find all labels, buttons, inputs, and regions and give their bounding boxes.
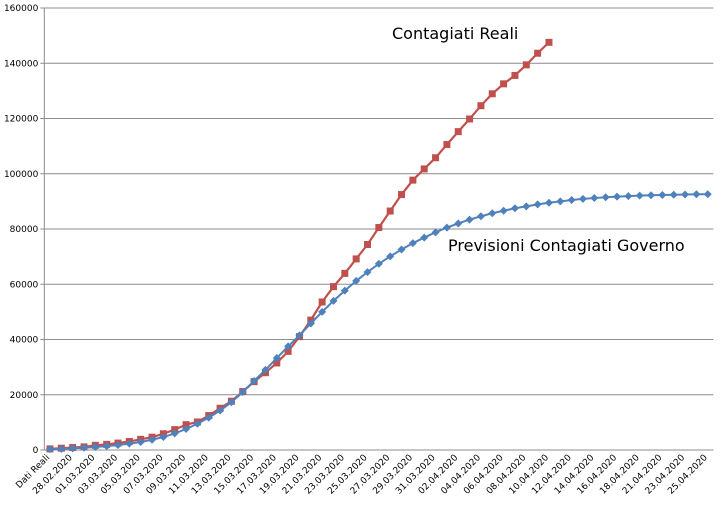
marker bbox=[488, 209, 497, 218]
marker bbox=[375, 224, 383, 232]
marker bbox=[522, 202, 531, 211]
marker bbox=[669, 190, 678, 199]
marker bbox=[329, 296, 338, 305]
marker bbox=[477, 102, 485, 110]
marker bbox=[431, 228, 440, 237]
marker bbox=[386, 207, 394, 215]
marker bbox=[442, 223, 451, 232]
marker bbox=[193, 419, 202, 428]
marker bbox=[510, 204, 519, 213]
marker bbox=[340, 286, 349, 295]
marker bbox=[420, 233, 429, 242]
y-tick-label: 120000 bbox=[4, 115, 39, 125]
marker bbox=[409, 176, 417, 184]
marker bbox=[250, 376, 259, 385]
marker bbox=[148, 435, 157, 444]
marker bbox=[511, 71, 519, 79]
series-label: Previsioni Contagiati Governo bbox=[448, 236, 685, 255]
marker bbox=[352, 255, 360, 263]
marker bbox=[45, 445, 54, 454]
marker bbox=[499, 206, 508, 215]
marker bbox=[79, 443, 88, 452]
marker bbox=[341, 269, 349, 277]
marker bbox=[466, 115, 474, 123]
marker bbox=[272, 354, 281, 363]
marker bbox=[465, 215, 474, 224]
marker bbox=[443, 141, 451, 149]
marker bbox=[681, 190, 690, 199]
marker bbox=[182, 425, 191, 434]
marker bbox=[295, 331, 304, 340]
marker bbox=[306, 319, 315, 328]
marker bbox=[454, 219, 463, 228]
y-tick-label: 160000 bbox=[4, 4, 39, 14]
marker bbox=[601, 193, 610, 202]
marker bbox=[545, 38, 553, 46]
marker bbox=[57, 444, 66, 453]
marker bbox=[590, 194, 599, 203]
marker bbox=[692, 190, 701, 199]
marker bbox=[567, 195, 576, 204]
marker bbox=[703, 190, 712, 199]
y-tick-label: 20000 bbox=[10, 391, 39, 401]
marker bbox=[318, 307, 327, 316]
y-tick-label: 0 bbox=[33, 446, 39, 456]
marker bbox=[102, 442, 111, 451]
marker bbox=[374, 259, 383, 268]
marker bbox=[647, 191, 656, 200]
marker bbox=[635, 191, 644, 200]
marker bbox=[613, 192, 622, 201]
marker bbox=[261, 365, 270, 374]
marker bbox=[125, 439, 134, 448]
marker bbox=[578, 194, 587, 203]
y-tick-label: 100000 bbox=[4, 170, 39, 180]
y-tick-label: 80000 bbox=[10, 225, 39, 235]
marker bbox=[533, 200, 542, 209]
marker bbox=[432, 154, 440, 162]
marker bbox=[170, 429, 179, 438]
marker bbox=[238, 387, 247, 396]
marker bbox=[91, 442, 100, 451]
marker bbox=[136, 437, 145, 446]
y-tick-label: 40000 bbox=[10, 336, 39, 346]
marker bbox=[522, 61, 530, 69]
marker bbox=[386, 252, 395, 261]
marker bbox=[227, 398, 236, 407]
marker bbox=[476, 212, 485, 221]
marker bbox=[68, 444, 77, 453]
marker bbox=[204, 413, 213, 422]
marker bbox=[454, 128, 462, 136]
marker bbox=[114, 441, 123, 450]
marker bbox=[398, 191, 406, 199]
marker bbox=[329, 283, 337, 291]
marker bbox=[397, 245, 406, 254]
marker bbox=[556, 197, 565, 206]
marker bbox=[352, 276, 361, 285]
marker bbox=[284, 342, 293, 351]
y-tick-label: 60000 bbox=[10, 280, 39, 290]
marker bbox=[488, 90, 496, 98]
series-label: Contagiati Reali bbox=[392, 24, 518, 43]
marker bbox=[544, 198, 553, 207]
marker bbox=[284, 347, 292, 355]
marker bbox=[273, 359, 281, 367]
marker bbox=[318, 298, 326, 306]
marker bbox=[624, 192, 633, 201]
marker bbox=[500, 80, 508, 88]
marker bbox=[658, 191, 667, 200]
marker bbox=[182, 421, 190, 429]
marker bbox=[408, 239, 417, 248]
marker bbox=[159, 433, 168, 442]
marker bbox=[420, 165, 428, 173]
y-tick-label: 140000 bbox=[4, 59, 39, 69]
marker bbox=[363, 268, 372, 277]
marker bbox=[216, 406, 225, 415]
marker bbox=[364, 241, 372, 249]
marker bbox=[534, 49, 542, 57]
